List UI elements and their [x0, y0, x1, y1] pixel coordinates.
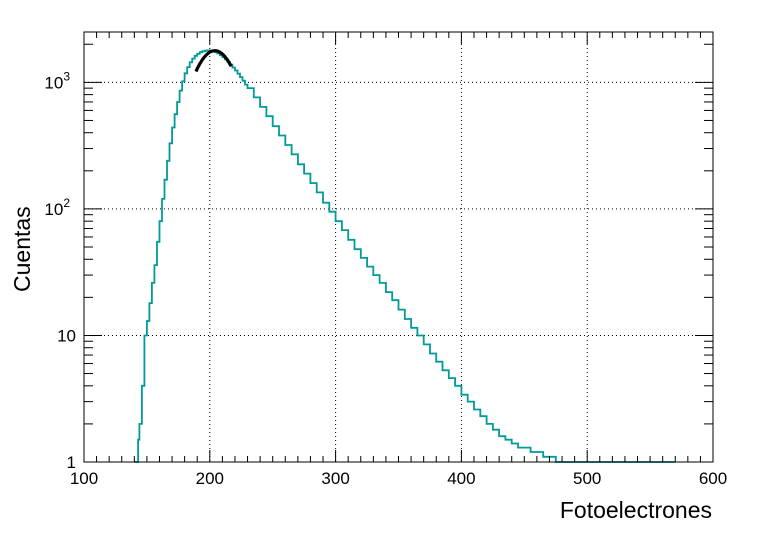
x-axis-title: Fotoelectrones	[560, 497, 712, 523]
y-tick-label: 103	[44, 69, 70, 92]
series-line-0	[134, 49, 676, 463]
x-tick-label: 100	[70, 469, 98, 488]
y-tick-label-exponent: 2	[63, 196, 70, 210]
x-tick-label: 400	[447, 469, 475, 488]
x-tick-label: 600	[699, 469, 727, 488]
x-tick-label: 200	[196, 469, 224, 488]
y-tick-label-base: 10	[44, 200, 63, 219]
y-tick-label: 1	[67, 453, 76, 472]
x-tick-label: 500	[573, 469, 601, 488]
y-tick-label: 10	[57, 326, 76, 345]
plot-frame-background	[84, 32, 713, 462]
data-layer	[134, 49, 676, 463]
y-axis-title: Cuentas	[9, 206, 35, 292]
gaussian-fit-curve	[194, 49, 233, 73]
y-tick-label-exponent: 3	[63, 69, 70, 83]
y-tick-label: 102	[44, 196, 70, 219]
y-tick-label-base: 10	[44, 73, 63, 92]
grid-lines	[83, 32, 714, 462]
y-tick-label-base: 1	[67, 453, 76, 472]
axis-ticks	[83, 32, 714, 463]
y-tick-label-base: 10	[57, 326, 76, 345]
x-tick-label: 300	[321, 469, 349, 488]
